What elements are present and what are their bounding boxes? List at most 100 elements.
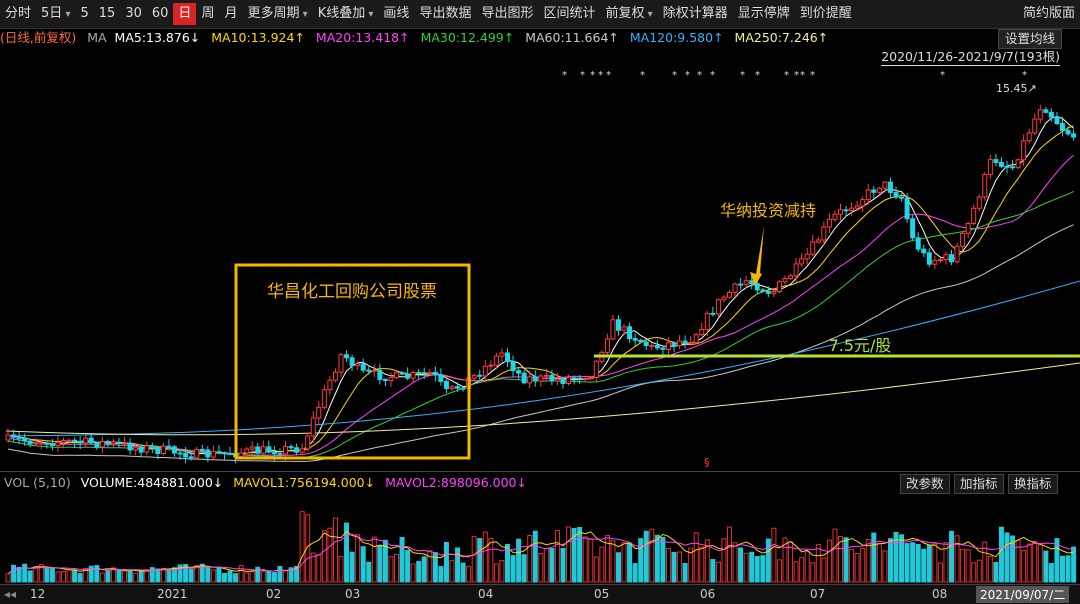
volume-bar — [332, 517, 338, 583]
volume-bar — [188, 568, 194, 583]
event-marker[interactable]: * — [606, 70, 611, 81]
time-axis: ◂◂ 12 2021 02 03 04 05 06 07 08 2021/09/… — [0, 584, 1080, 604]
dividend-marker[interactable]: § — [704, 456, 710, 469]
volume-bar — [299, 511, 305, 583]
volume-bar — [621, 542, 627, 583]
candle-body — [671, 342, 677, 347]
volume-bar — [288, 567, 294, 583]
candle-body — [183, 452, 189, 458]
toolbar-item-17[interactable]: 显示停牌 — [737, 6, 790, 21]
candle-body — [1037, 109, 1043, 120]
add-indicator-button[interactable]: 加指标 — [954, 474, 1004, 494]
candle-body — [588, 377, 594, 380]
toolbar-item-10[interactable]: K线叠加 — [313, 3, 379, 25]
candle-body — [427, 371, 433, 375]
volume-bar — [782, 537, 788, 583]
volume-bar — [449, 560, 455, 583]
volume-bar — [1015, 539, 1021, 583]
event-marker[interactable]: * — [590, 70, 595, 81]
toolbar-item-6[interactable]: 日 — [173, 3, 197, 25]
event-marker[interactable]: * — [810, 70, 815, 81]
volume-ma-line — [7, 533, 1074, 575]
set-ma-button[interactable]: 设置均线 — [997, 29, 1062, 49]
event-marker[interactable]: * — [794, 70, 799, 81]
volume-bar — [216, 567, 222, 583]
toolbar-item-19[interactable]: 简约版面 — [1022, 6, 1075, 21]
toolbar-item-9[interactable]: 更多周期 — [242, 3, 312, 25]
event-marker[interactable]: * — [1022, 70, 1027, 81]
candle-body — [310, 417, 316, 437]
volume-bar — [804, 551, 810, 583]
toolbar-item-8[interactable]: 月 — [224, 6, 238, 21]
candle-body — [49, 443, 55, 447]
toolbar-item-12[interactable]: 导出数据 — [419, 6, 472, 21]
volume-bar — [832, 528, 838, 583]
candle-body — [493, 355, 499, 366]
volume-bar — [543, 548, 549, 583]
candle-body — [460, 387, 466, 390]
candle-body — [915, 237, 921, 250]
switch-indicator-button[interactable]: 换指标 — [1008, 474, 1058, 494]
toolbar-item-18[interactable]: 到价提醒 — [799, 6, 852, 21]
candle-body — [965, 223, 971, 234]
event-marker[interactable]: * — [598, 70, 603, 81]
candle-body — [366, 369, 372, 372]
candle-body — [854, 205, 860, 209]
event-marker[interactable]: * — [672, 70, 677, 81]
event-marker[interactable]: * — [697, 70, 702, 81]
toolbar-item-2[interactable]: 5 — [80, 6, 89, 21]
toolbar-item-0[interactable]: 分时 — [5, 6, 32, 21]
axis-label-06: 06 — [700, 587, 716, 601]
volume-bar — [116, 569, 122, 583]
change-params-button[interactable]: 改参数 — [900, 474, 950, 494]
candle-body — [1060, 123, 1065, 131]
volume-bar — [61, 571, 66, 583]
toolbar-item-1[interactable]: 5日 — [36, 3, 75, 25]
candle-body — [710, 312, 716, 315]
event-marker[interactable]: * — [784, 70, 789, 81]
candle-body — [61, 439, 66, 443]
toolbar-item-3[interactable]: 15 — [98, 6, 116, 21]
toolbar-item-15[interactable]: 前复权 — [600, 3, 657, 25]
volume-bar — [843, 537, 849, 583]
event-marker[interactable]: * — [640, 70, 645, 81]
volume-bar — [593, 556, 599, 583]
volume-bar — [949, 530, 954, 583]
volume-bar — [771, 527, 777, 583]
volume-bar — [649, 528, 655, 583]
toolbar-item-5[interactable]: 60 — [151, 6, 169, 21]
candle-body — [188, 456, 194, 459]
volume-bar — [377, 544, 383, 583]
candle-body — [388, 377, 394, 382]
candle-body — [849, 207, 855, 211]
toolbar-item-16[interactable]: 除权计算器 — [662, 6, 728, 21]
toolbar-item-11[interactable]: 画线 — [383, 6, 410, 21]
event-marker[interactable]: * — [800, 70, 805, 81]
candle-body — [926, 252, 932, 265]
candle-body — [288, 446, 294, 449]
candle-body — [932, 259, 938, 265]
volume-bar — [665, 547, 671, 583]
event-marker[interactable]: * — [940, 70, 945, 81]
toolbar-item-13[interactable]: 导出图形 — [481, 6, 534, 21]
scroll-left-icon[interactable]: ◂◂ — [4, 587, 17, 601]
toolbar-item-4[interactable]: 30 — [125, 6, 142, 21]
toolbar-item-14[interactable]: 区间统计 — [543, 6, 596, 21]
volume-bar — [638, 538, 644, 583]
candle-body — [77, 440, 83, 444]
ma-legend: (日线,前复权) MA MA5:13.876↓ MA10:13.924↑ MA2… — [0, 28, 1080, 49]
event-marker[interactable]: * — [562, 70, 567, 81]
candle-body — [699, 328, 705, 336]
event-marker[interactable]: * — [685, 70, 690, 81]
candlestick-chart[interactable]: * * * * * * * * * * * * * * * * * *§ 华昌化工回购公司股票 7.5元/股 华纳… — [0, 48, 1080, 471]
event-marker[interactable]: * — [755, 70, 760, 81]
toolbar-item-7[interactable]: 周 — [201, 6, 215, 21]
volume-bar — [310, 552, 316, 583]
event-marker[interactable]: * — [710, 70, 715, 81]
event-marker[interactable]: * — [740, 70, 745, 81]
volume-bar — [144, 569, 150, 583]
volume-bar — [16, 566, 22, 583]
candle-body — [677, 340, 683, 347]
candle-body — [205, 449, 211, 458]
event-marker[interactable]: * — [580, 70, 585, 81]
